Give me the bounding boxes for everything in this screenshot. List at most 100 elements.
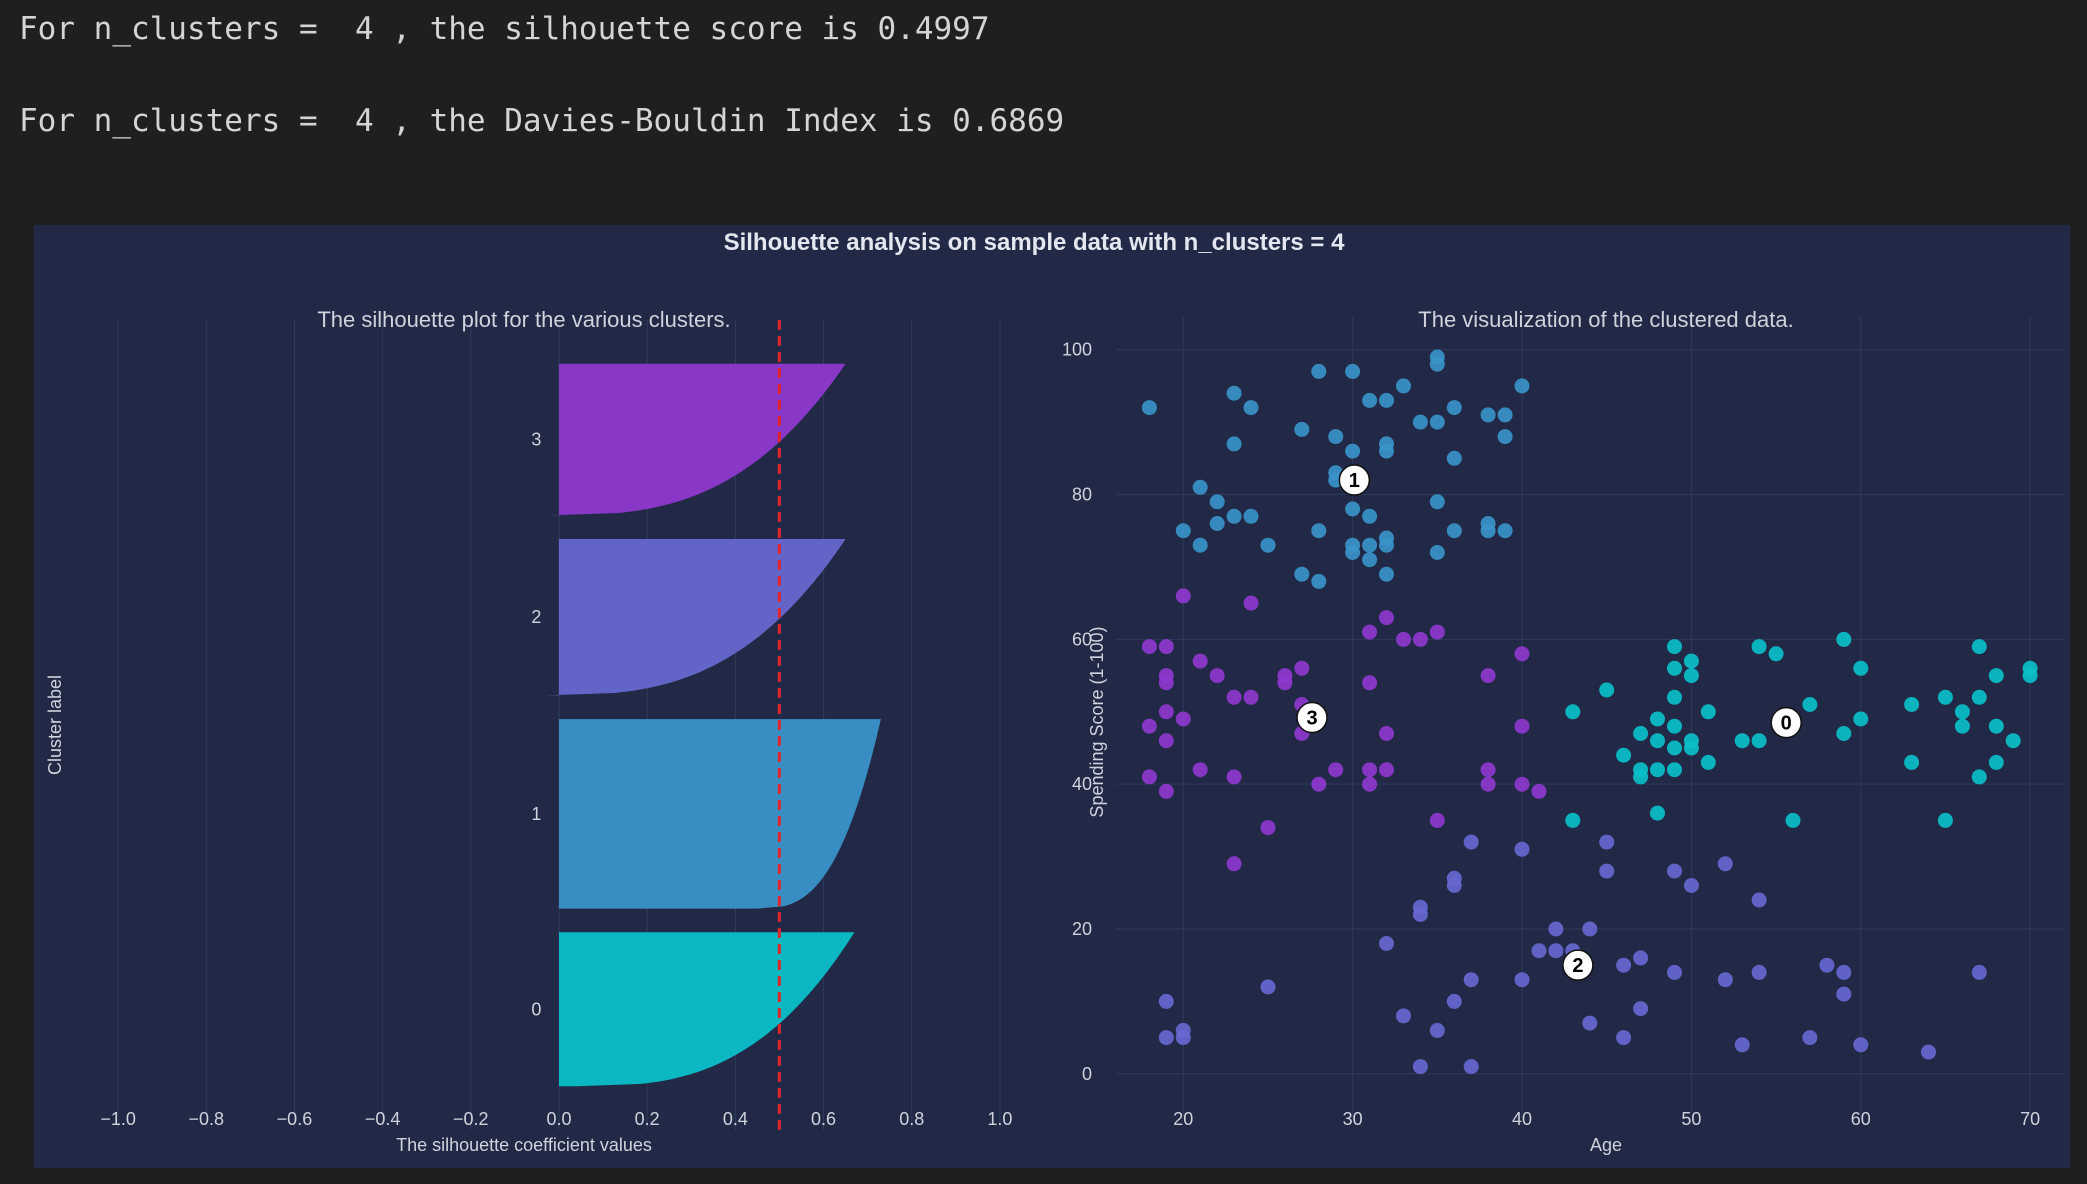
silhouette-cluster-label: 3	[531, 430, 541, 450]
scatter-point-cluster-3	[1311, 776, 1327, 792]
scatter-point-cluster-2	[1463, 1059, 1479, 1075]
scatter-point-cluster-3	[1396, 631, 1411, 647]
scatter-point-cluster-1	[1192, 537, 1208, 553]
cluster-center-marker	[1770, 706, 1802, 739]
scatter-point-cluster-2	[1412, 1059, 1428, 1075]
figure: Silhouette analysis on sample data with …	[34, 225, 2070, 1168]
scatter-point-cluster-0	[1937, 812, 1953, 828]
scatter-point-cluster-2	[1683, 878, 1699, 893]
cluster-center-label: 2	[1572, 955, 1583, 977]
cluster-center-marker	[1338, 464, 1371, 496]
scatter-point-cluster-0	[1768, 646, 1784, 662]
scatter-point-cluster-3	[1480, 762, 1496, 778]
scatter-point-cluster-2	[1446, 878, 1462, 893]
scatter-point-cluster-2	[1531, 943, 1547, 959]
scatter-point-cluster-3	[1514, 718, 1530, 734]
scatter-point-cluster-0	[1683, 668, 1699, 684]
scatter-point-cluster-0	[1700, 754, 1716, 770]
scatter-point-cluster-3	[1226, 856, 1242, 872]
scatter-point-cluster-0	[1667, 718, 1682, 734]
scatter-point-cluster-0	[1954, 704, 1970, 720]
scatter-point-cluster-1	[1446, 523, 1462, 539]
silhouette-cluster-label: 2	[531, 607, 541, 627]
scatter-point-cluster-2	[1921, 1044, 1936, 1060]
scatter-point-cluster-2	[1582, 921, 1598, 937]
scatter-point-cluster-3	[1379, 726, 1394, 741]
scatter-point-cluster-2	[1853, 1037, 1869, 1053]
scatter-point-cluster-1	[1497, 523, 1513, 539]
scatter-point-cluster-2	[1717, 856, 1733, 872]
cluster-center-marker	[1296, 701, 1328, 734]
scatter-point-cluster-1	[1260, 537, 1276, 553]
scatter-point-cluster-3	[1260, 820, 1276, 836]
scatter-point-cluster-1	[1311, 573, 1327, 589]
silhouette-cluster-label: 0	[531, 999, 541, 1019]
scatter-point-cluster-3	[1362, 624, 1378, 640]
scatter-point-cluster-0	[1988, 754, 2004, 770]
scatter-point-cluster-3	[1294, 660, 1310, 676]
silhouette-x-tick-label: 1.0	[987, 1109, 1012, 1129]
silhouette-x-tick-label: −0.2	[453, 1109, 489, 1129]
scatter-point-cluster-3	[1362, 675, 1378, 691]
scatter-point-cluster-1	[1345, 545, 1361, 560]
scatter-point-cluster-2	[1734, 1037, 1750, 1053]
scatter-point-cluster-1	[1362, 537, 1378, 553]
scatter-point-cluster-0	[1565, 812, 1581, 828]
scatter-point-cluster-3	[1192, 653, 1208, 669]
scatter-point-cluster-0	[1667, 740, 1682, 756]
scatter-point-cluster-0	[1853, 660, 1869, 676]
scatter-point-cluster-0	[1785, 812, 1801, 828]
scatter-point-cluster-1	[1226, 508, 1242, 524]
scatter-point-cluster-2	[1751, 892, 1767, 908]
scatter-point-cluster-3	[1141, 718, 1157, 734]
figure-suptitle: Silhouette analysis on sample data with …	[724, 229, 1346, 256]
scatter-point-cluster-2	[1396, 1008, 1411, 1024]
scatter-point-cluster-1	[1379, 537, 1394, 553]
silhouette-x-tick-label: 0.4	[723, 1109, 748, 1129]
scatter-x-tick-label: 40	[1512, 1109, 1532, 1129]
scatter-x-tick-label: 30	[1343, 1109, 1363, 1129]
scatter-point-cluster-2	[1548, 943, 1564, 959]
scatter-point-cluster-3	[1328, 762, 1344, 778]
scatter-x-tick-label: 50	[1681, 1109, 1701, 1129]
scatter-point-cluster-1	[1480, 523, 1496, 539]
scatter-point-cluster-1	[1328, 429, 1344, 445]
scatter-point-cluster-1	[1243, 508, 1259, 524]
scatter-point-cluster-3	[1412, 631, 1428, 647]
scatter-point-cluster-1	[1497, 429, 1513, 445]
scatter-point-cluster-1	[1175, 523, 1191, 539]
scatter-point-cluster-2	[1514, 972, 1530, 988]
scatter-point-cluster-1	[1379, 392, 1394, 408]
scatter-point-cluster-2	[1158, 993, 1174, 1009]
scatter-point-cluster-3	[1209, 668, 1225, 684]
scatter-point-cluster-3	[1226, 689, 1242, 705]
scatter-x-tick-label: 60	[1851, 1109, 1871, 1129]
scatter-point-cluster-0	[1836, 726, 1852, 741]
scatter-y-tick-label: 40	[1072, 774, 1092, 794]
silhouette-cluster-label: 1	[531, 804, 541, 824]
scatter-point-cluster-1	[1497, 407, 1513, 423]
scatter-point-cluster-0	[1836, 631, 1852, 647]
silhouette-x-axis-label: The silhouette coefficient values	[396, 1135, 652, 1155]
scatter-point-cluster-2	[1971, 964, 1987, 980]
scatter-point-cluster-1	[1480, 407, 1496, 423]
chart-canvas: Silhouette analysis on sample data with …	[45, 229, 2064, 1155]
scatter-point-cluster-0	[1971, 639, 1987, 655]
scatter-point-cluster-3	[1514, 646, 1530, 662]
scatter-point-cluster-0	[1683, 740, 1699, 756]
scatter-point-cluster-0	[1667, 639, 1682, 655]
scatter-point-cluster-1	[1294, 421, 1310, 437]
scatter-point-cluster-3	[1158, 783, 1174, 799]
scatter-point-cluster-0	[1650, 733, 1665, 749]
scatter-point-cluster-0	[1565, 704, 1581, 720]
scatter-point-cluster-0	[1802, 697, 1818, 712]
scatter-point-cluster-2	[1463, 972, 1479, 988]
scatter-x-axis-label: Age	[1590, 1135, 1622, 1155]
silhouette-plot-title: The silhouette plot for the various clus…	[317, 307, 730, 332]
scatter-point-cluster-1	[1412, 414, 1428, 430]
scatter-point-cluster-0	[1734, 733, 1750, 749]
scatter-point-cluster-2	[1175, 1030, 1191, 1046]
silhouette-y-axis-label: Cluster label	[45, 675, 65, 775]
silhouette-x-tick-label: 0.2	[635, 1109, 660, 1129]
scatter-point-cluster-3	[1158, 733, 1174, 749]
